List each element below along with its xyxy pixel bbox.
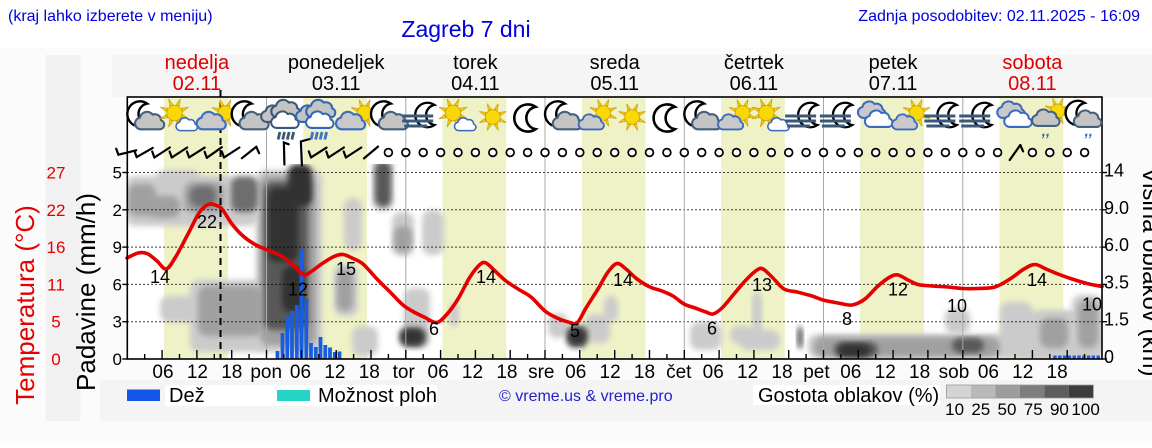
svg-text:1.5: 1.5 — [1104, 310, 1129, 330]
svg-text:Zadnja posodobitev: 02.11.2025: Zadnja posodobitev: 02.11.2025 - 16:09 — [858, 8, 1140, 25]
svg-text:06: 06 — [840, 362, 861, 383]
svg-text:6: 6 — [113, 275, 122, 294]
svg-text:05.11: 05.11 — [590, 73, 639, 95]
svg-text:3.5: 3.5 — [1104, 272, 1129, 292]
svg-text:ponedeljek: ponedeljek — [288, 52, 386, 74]
svg-text:12: 12 — [737, 362, 758, 383]
svg-text:27: 27 — [47, 164, 66, 183]
svg-text:pet: pet — [803, 362, 830, 383]
svg-text:18: 18 — [771, 362, 792, 383]
svg-text:12: 12 — [187, 362, 208, 383]
svg-text:12: 12 — [600, 362, 621, 383]
svg-text:18: 18 — [634, 362, 655, 383]
svg-text:100: 100 — [1071, 400, 1099, 419]
svg-text:(kraj lahko izberete v meniju): (kraj lahko izberete v meniju) — [8, 8, 213, 25]
svg-text:0: 0 — [113, 350, 122, 369]
svg-text:06: 06 — [565, 362, 586, 383]
svg-text:sob: sob — [939, 362, 970, 383]
svg-text:8: 8 — [842, 309, 852, 329]
svg-text:Možnost ploh: Možnost ploh — [318, 385, 437, 407]
svg-text:10: 10 — [947, 296, 967, 316]
svg-text:14: 14 — [150, 267, 170, 287]
svg-text:06: 06 — [978, 362, 999, 383]
svg-text:15: 15 — [336, 259, 356, 279]
svg-text:06.11: 06.11 — [730, 73, 779, 95]
svg-text:10: 10 — [945, 400, 964, 419]
svg-text:pon: pon — [250, 362, 282, 383]
svg-text:9.0: 9.0 — [1104, 198, 1129, 218]
svg-text:12: 12 — [888, 280, 908, 300]
svg-text:18: 18 — [221, 362, 242, 383]
svg-text:6: 6 — [707, 319, 717, 339]
svg-text:03.11: 03.11 — [312, 73, 361, 95]
svg-text:25: 25 — [971, 400, 990, 419]
svg-text:Temperatura (°C): Temperatura (°C) — [10, 205, 40, 405]
svg-text:Gostota oblakov (%): Gostota oblakov (%) — [758, 385, 939, 407]
svg-text:tor: tor — [393, 362, 416, 383]
svg-text:6: 6 — [429, 319, 439, 339]
svg-text:0: 0 — [51, 350, 60, 369]
svg-text:0: 0 — [1104, 347, 1114, 367]
svg-text:22: 22 — [47, 201, 66, 220]
svg-text:Zagreb 7 dni: Zagreb 7 dni — [401, 16, 530, 42]
svg-text:22: 22 — [197, 212, 217, 232]
svg-text:9: 9 — [113, 238, 122, 257]
svg-text:5: 5 — [113, 164, 122, 183]
svg-text:18: 18 — [496, 362, 517, 383]
svg-text:,,: ,, — [1041, 123, 1050, 140]
svg-text:90: 90 — [1050, 400, 1069, 419]
svg-text:petek: petek — [869, 52, 919, 74]
svg-text:06: 06 — [703, 362, 724, 383]
svg-text:3: 3 — [113, 313, 122, 332]
svg-text:© vreme.us & vreme.pro: © vreme.us & vreme.pro — [499, 388, 673, 405]
svg-text:06: 06 — [152, 362, 173, 383]
svg-text:18: 18 — [359, 362, 380, 383]
svg-text:14: 14 — [1027, 270, 1047, 290]
svg-text:18: 18 — [909, 362, 930, 383]
svg-text:četrtek: četrtek — [724, 52, 785, 74]
svg-text:12: 12 — [462, 362, 483, 383]
svg-text:Višina oblakov (km): Višina oblakov (km) — [1137, 168, 1152, 377]
svg-text:14: 14 — [476, 267, 496, 287]
svg-text:16: 16 — [47, 238, 66, 257]
svg-text:75: 75 — [1024, 400, 1043, 419]
svg-text:sre: sre — [528, 362, 554, 383]
svg-text:12: 12 — [324, 362, 345, 383]
svg-text:12: 12 — [875, 362, 896, 383]
svg-text:14: 14 — [1104, 161, 1124, 181]
svg-text:5: 5 — [51, 313, 60, 332]
svg-text:14: 14 — [613, 270, 633, 290]
svg-text:10: 10 — [1082, 295, 1102, 315]
svg-text:6.0: 6.0 — [1104, 235, 1129, 255]
svg-text:čet: čet — [666, 362, 692, 383]
svg-text:nedelja: nedelja — [165, 52, 230, 74]
svg-text:06: 06 — [290, 362, 311, 383]
svg-text:torek: torek — [453, 52, 498, 74]
svg-text:sreda: sreda — [590, 52, 641, 74]
svg-text:06: 06 — [428, 362, 449, 383]
svg-text:Padavine (mm/h): Padavine (mm/h) — [71, 193, 101, 391]
svg-text:,,: ,, — [1084, 123, 1093, 140]
svg-text:5: 5 — [570, 321, 580, 341]
svg-text:13: 13 — [752, 275, 772, 295]
svg-text:12: 12 — [288, 280, 308, 300]
svg-text:04.11: 04.11 — [451, 73, 500, 95]
svg-text:08.11: 08.11 — [1008, 73, 1057, 95]
svg-text:50: 50 — [998, 400, 1017, 419]
svg-text:07.11: 07.11 — [869, 73, 918, 95]
svg-text:02.11: 02.11 — [173, 73, 222, 95]
svg-text:12: 12 — [1012, 362, 1033, 383]
svg-text:2: 2 — [113, 201, 122, 220]
svg-text:Dež: Dež — [169, 385, 205, 407]
svg-text:sobota: sobota — [1002, 52, 1063, 74]
svg-text:18: 18 — [1047, 362, 1068, 383]
svg-text:11: 11 — [47, 275, 65, 294]
